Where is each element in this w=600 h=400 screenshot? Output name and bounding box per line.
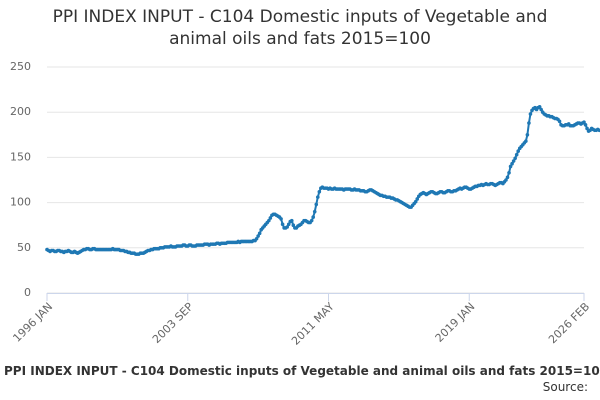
data-point bbox=[537, 104, 542, 109]
data-point bbox=[524, 139, 528, 143]
data-point bbox=[413, 199, 418, 204]
data-point bbox=[311, 215, 316, 219]
chart-caption: PPI INDEX INPUT - C104 Domestic inputs o… bbox=[4, 364, 600, 378]
data-point bbox=[525, 133, 530, 137]
data-point bbox=[289, 218, 294, 223]
data-point bbox=[286, 222, 291, 227]
data-point bbox=[597, 128, 600, 133]
data-point bbox=[582, 120, 586, 124]
y-tick-label: 100 bbox=[10, 196, 31, 209]
data-point bbox=[514, 152, 519, 157]
y-tick-label: 50 bbox=[17, 241, 31, 254]
x-tick-label: 2011 MAY bbox=[289, 300, 337, 348]
y-tick-label: 200 bbox=[10, 105, 31, 118]
data-point bbox=[279, 217, 283, 221]
data-point bbox=[505, 175, 510, 180]
chart-title: PPI INDEX INPUT - C104 Domestic inputs o… bbox=[52, 7, 548, 49]
data-point bbox=[528, 112, 533, 116]
y-tick-label: 150 bbox=[10, 150, 31, 163]
data-point bbox=[511, 159, 516, 163]
data-point bbox=[508, 164, 513, 169]
x-tick-label: 2003 SEP bbox=[150, 300, 196, 346]
data-point bbox=[585, 126, 589, 131]
data-point bbox=[504, 178, 508, 182]
data-point bbox=[285, 225, 289, 229]
data-point bbox=[527, 121, 531, 125]
data-point bbox=[309, 218, 314, 223]
data-point bbox=[254, 236, 259, 241]
data-point bbox=[507, 170, 511, 175]
data-point bbox=[557, 119, 562, 124]
source-label: Source: bbox=[542, 380, 588, 394]
data-point bbox=[268, 216, 273, 220]
y-tick-label: 250 bbox=[10, 60, 31, 73]
data-point bbox=[583, 123, 588, 127]
data-point bbox=[513, 156, 517, 161]
y-tick-label: 0 bbox=[24, 286, 31, 299]
data-point bbox=[510, 161, 514, 166]
data-point bbox=[291, 223, 296, 227]
x-tick-label: 1996 JAN bbox=[10, 300, 55, 345]
data-point bbox=[280, 222, 285, 227]
data-point bbox=[415, 197, 420, 201]
x-tick-label: 2019 JAN bbox=[433, 300, 478, 345]
series-line bbox=[46, 105, 600, 256]
data-point bbox=[257, 231, 262, 236]
data-point bbox=[256, 234, 260, 238]
data-point bbox=[267, 218, 271, 223]
data-point bbox=[315, 195, 320, 199]
data-point bbox=[516, 149, 521, 153]
data-point bbox=[312, 209, 317, 214]
data-point bbox=[314, 202, 319, 207]
data-point bbox=[317, 189, 322, 194]
x-tick-label: 2026 FEB bbox=[546, 300, 592, 346]
data-point bbox=[539, 107, 543, 112]
